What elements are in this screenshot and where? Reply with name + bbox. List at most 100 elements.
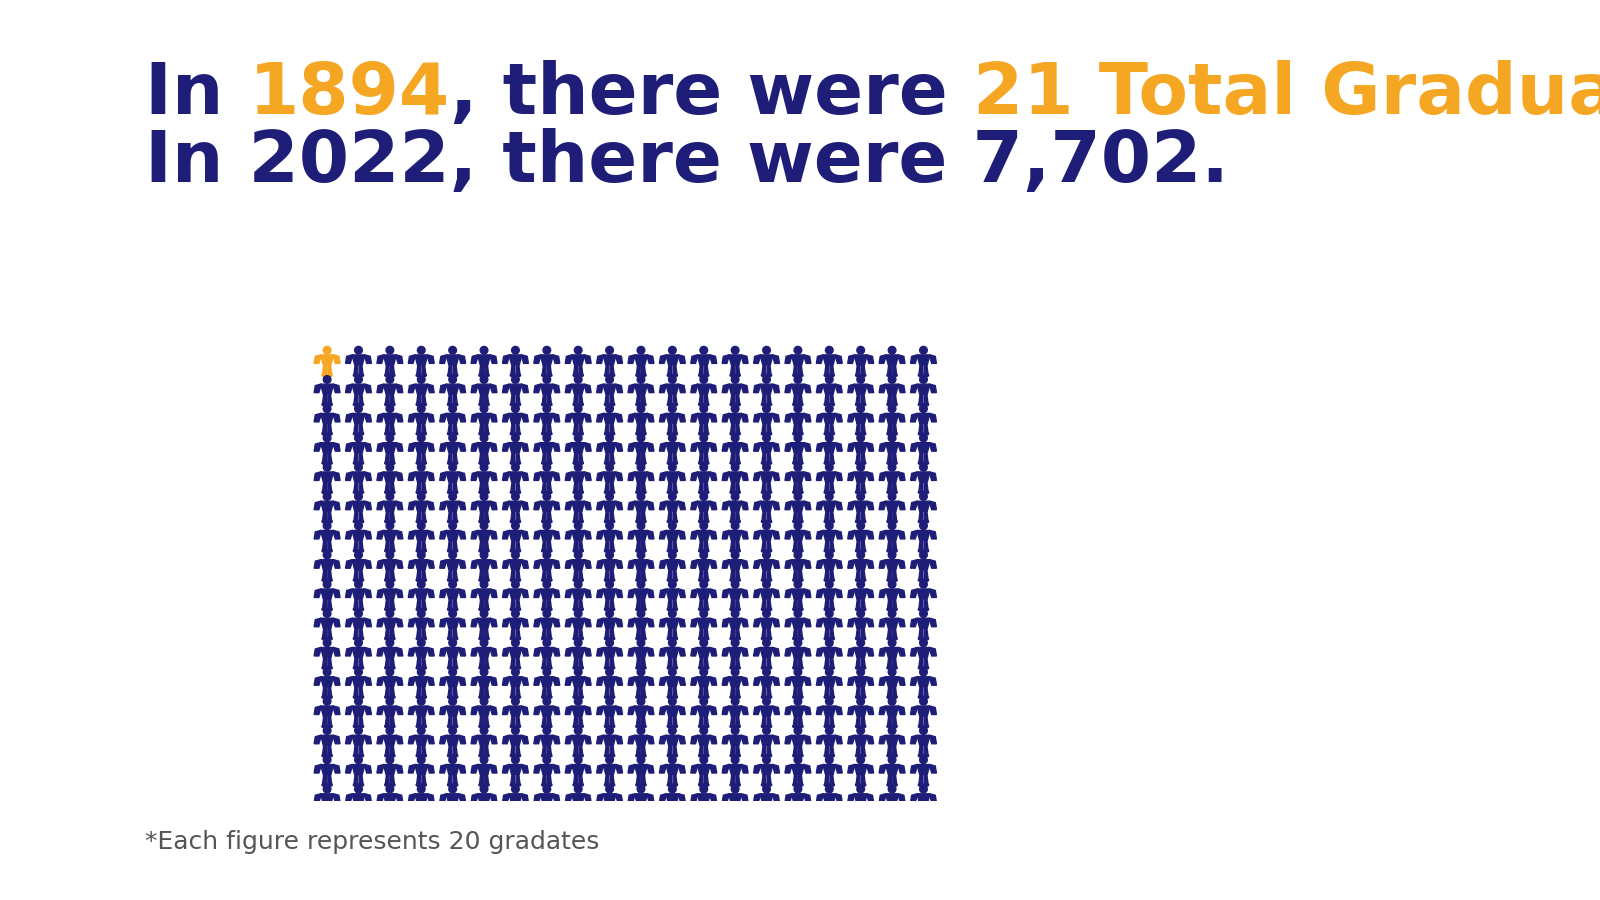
Text: *Each figure represents 20 gradates: *Each figure represents 20 gradates	[146, 830, 600, 854]
Ellipse shape	[893, 579, 898, 581]
Polygon shape	[597, 501, 603, 509]
Ellipse shape	[798, 637, 803, 640]
Ellipse shape	[547, 696, 552, 698]
Ellipse shape	[762, 813, 766, 815]
Circle shape	[418, 551, 426, 559]
Polygon shape	[637, 570, 640, 580]
Polygon shape	[534, 560, 541, 568]
Polygon shape	[378, 764, 384, 773]
Polygon shape	[736, 862, 739, 872]
Polygon shape	[390, 833, 395, 842]
Polygon shape	[323, 716, 326, 725]
Ellipse shape	[923, 462, 928, 464]
Ellipse shape	[421, 871, 427, 874]
Polygon shape	[490, 735, 498, 743]
Polygon shape	[629, 824, 635, 832]
Polygon shape	[803, 852, 811, 860]
Polygon shape	[917, 794, 930, 804]
Polygon shape	[320, 824, 333, 833]
Polygon shape	[395, 501, 403, 509]
Ellipse shape	[384, 871, 390, 874]
Polygon shape	[642, 833, 645, 842]
Ellipse shape	[829, 608, 835, 611]
Polygon shape	[390, 716, 395, 725]
Polygon shape	[422, 687, 426, 697]
Polygon shape	[885, 735, 899, 745]
Polygon shape	[323, 833, 326, 842]
Ellipse shape	[861, 724, 866, 728]
Polygon shape	[534, 472, 541, 481]
Ellipse shape	[515, 608, 520, 611]
Polygon shape	[786, 413, 792, 422]
Polygon shape	[579, 364, 582, 374]
Polygon shape	[320, 618, 333, 628]
Polygon shape	[446, 384, 459, 394]
Polygon shape	[552, 560, 560, 568]
Polygon shape	[635, 472, 648, 482]
Polygon shape	[552, 852, 560, 860]
Polygon shape	[867, 735, 874, 743]
Ellipse shape	[390, 666, 395, 670]
Ellipse shape	[354, 754, 358, 757]
Circle shape	[606, 580, 613, 588]
Polygon shape	[830, 892, 834, 900]
Ellipse shape	[448, 696, 453, 698]
Polygon shape	[824, 570, 829, 580]
Circle shape	[386, 609, 394, 617]
Ellipse shape	[886, 813, 891, 815]
Polygon shape	[352, 882, 365, 892]
Ellipse shape	[547, 724, 552, 728]
Ellipse shape	[792, 724, 798, 728]
Polygon shape	[485, 745, 488, 755]
Polygon shape	[360, 657, 363, 667]
Circle shape	[637, 756, 645, 764]
Polygon shape	[565, 472, 573, 481]
Polygon shape	[794, 892, 797, 900]
Polygon shape	[698, 735, 710, 745]
Polygon shape	[635, 443, 648, 453]
Circle shape	[669, 346, 677, 354]
Polygon shape	[861, 423, 866, 433]
Ellipse shape	[792, 549, 798, 553]
Polygon shape	[346, 413, 352, 422]
Polygon shape	[427, 384, 434, 392]
Polygon shape	[440, 413, 446, 422]
Circle shape	[637, 434, 645, 442]
Polygon shape	[360, 833, 363, 842]
Polygon shape	[314, 355, 322, 364]
Ellipse shape	[515, 813, 520, 815]
Polygon shape	[893, 657, 896, 667]
Ellipse shape	[358, 871, 363, 874]
Polygon shape	[534, 706, 541, 715]
Polygon shape	[522, 530, 528, 539]
Polygon shape	[502, 852, 509, 860]
Circle shape	[512, 464, 520, 471]
Polygon shape	[597, 647, 603, 656]
Ellipse shape	[923, 724, 928, 728]
Polygon shape	[910, 413, 917, 422]
Polygon shape	[480, 804, 483, 814]
Polygon shape	[408, 852, 416, 860]
Ellipse shape	[798, 842, 803, 845]
Polygon shape	[824, 364, 829, 374]
Polygon shape	[867, 677, 874, 685]
Circle shape	[763, 551, 770, 559]
Polygon shape	[314, 443, 322, 451]
Polygon shape	[440, 589, 446, 598]
Ellipse shape	[453, 724, 458, 728]
Polygon shape	[731, 511, 734, 521]
Polygon shape	[762, 570, 766, 580]
Polygon shape	[328, 598, 331, 608]
Circle shape	[763, 814, 770, 823]
Polygon shape	[910, 384, 917, 392]
Circle shape	[480, 786, 488, 793]
Polygon shape	[637, 598, 640, 608]
Polygon shape	[584, 647, 590, 656]
Polygon shape	[517, 364, 520, 374]
Polygon shape	[422, 482, 426, 491]
Polygon shape	[835, 384, 842, 392]
Polygon shape	[414, 501, 427, 511]
Polygon shape	[616, 852, 622, 860]
Ellipse shape	[453, 666, 458, 670]
Polygon shape	[731, 775, 734, 784]
